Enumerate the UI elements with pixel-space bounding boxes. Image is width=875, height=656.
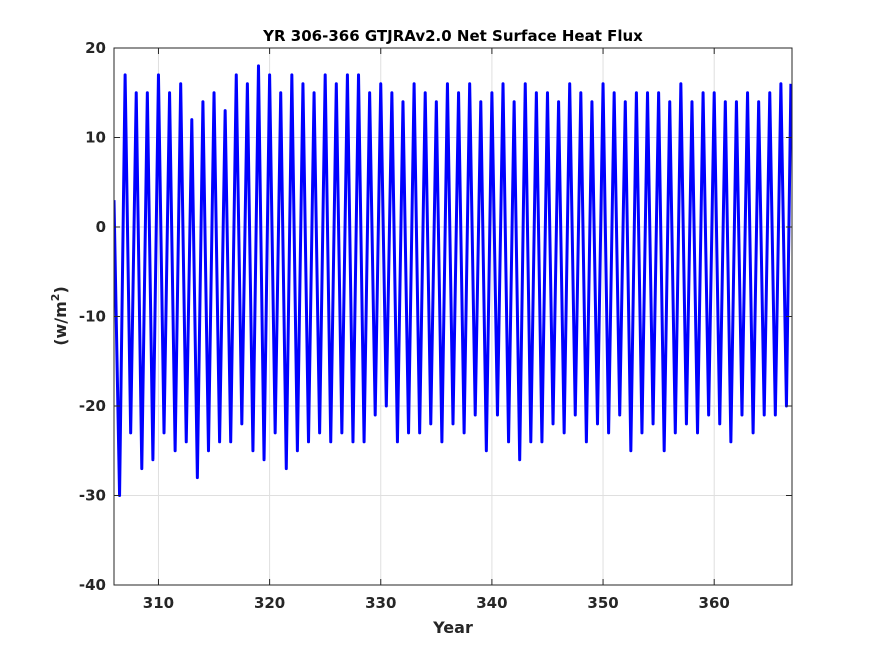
y-tick-label: 20 <box>85 39 106 57</box>
x-tick-label: 310 <box>143 594 174 612</box>
y-tick-label: -20 <box>79 397 106 415</box>
x-tick-label: 340 <box>476 594 507 612</box>
axis-ticks <box>114 47 792 586</box>
y-tick-label: 0 <box>96 218 106 236</box>
y-tick-label: -30 <box>79 487 106 505</box>
x-axis-label: Year <box>432 618 473 637</box>
x-tick-label: 320 <box>254 594 285 612</box>
series-line <box>114 64 792 497</box>
tick-labels: 310 320 330 340 350 360 -40 -30 -20 -10 0 10 20 <box>79 39 730 612</box>
series-layer <box>114 64 792 497</box>
chart-title: YR 306-366 GTJRAv2.0 Net Surface Heat Fl… <box>262 27 643 45</box>
y-axis-label-end: ) <box>51 286 70 293</box>
y-axis-label: (w/m2) <box>49 286 70 346</box>
y-tick-label: -40 <box>79 576 106 594</box>
x-tick-label: 360 <box>699 594 730 612</box>
y-axis-label-base: (w/m <box>51 301 70 346</box>
y-axis-label-superscript: 2 <box>49 294 62 302</box>
y-tick-label: 10 <box>85 129 106 147</box>
x-tick-label: 330 <box>365 594 396 612</box>
x-tick-label: 350 <box>587 594 618 612</box>
y-tick-label: -10 <box>79 308 106 326</box>
